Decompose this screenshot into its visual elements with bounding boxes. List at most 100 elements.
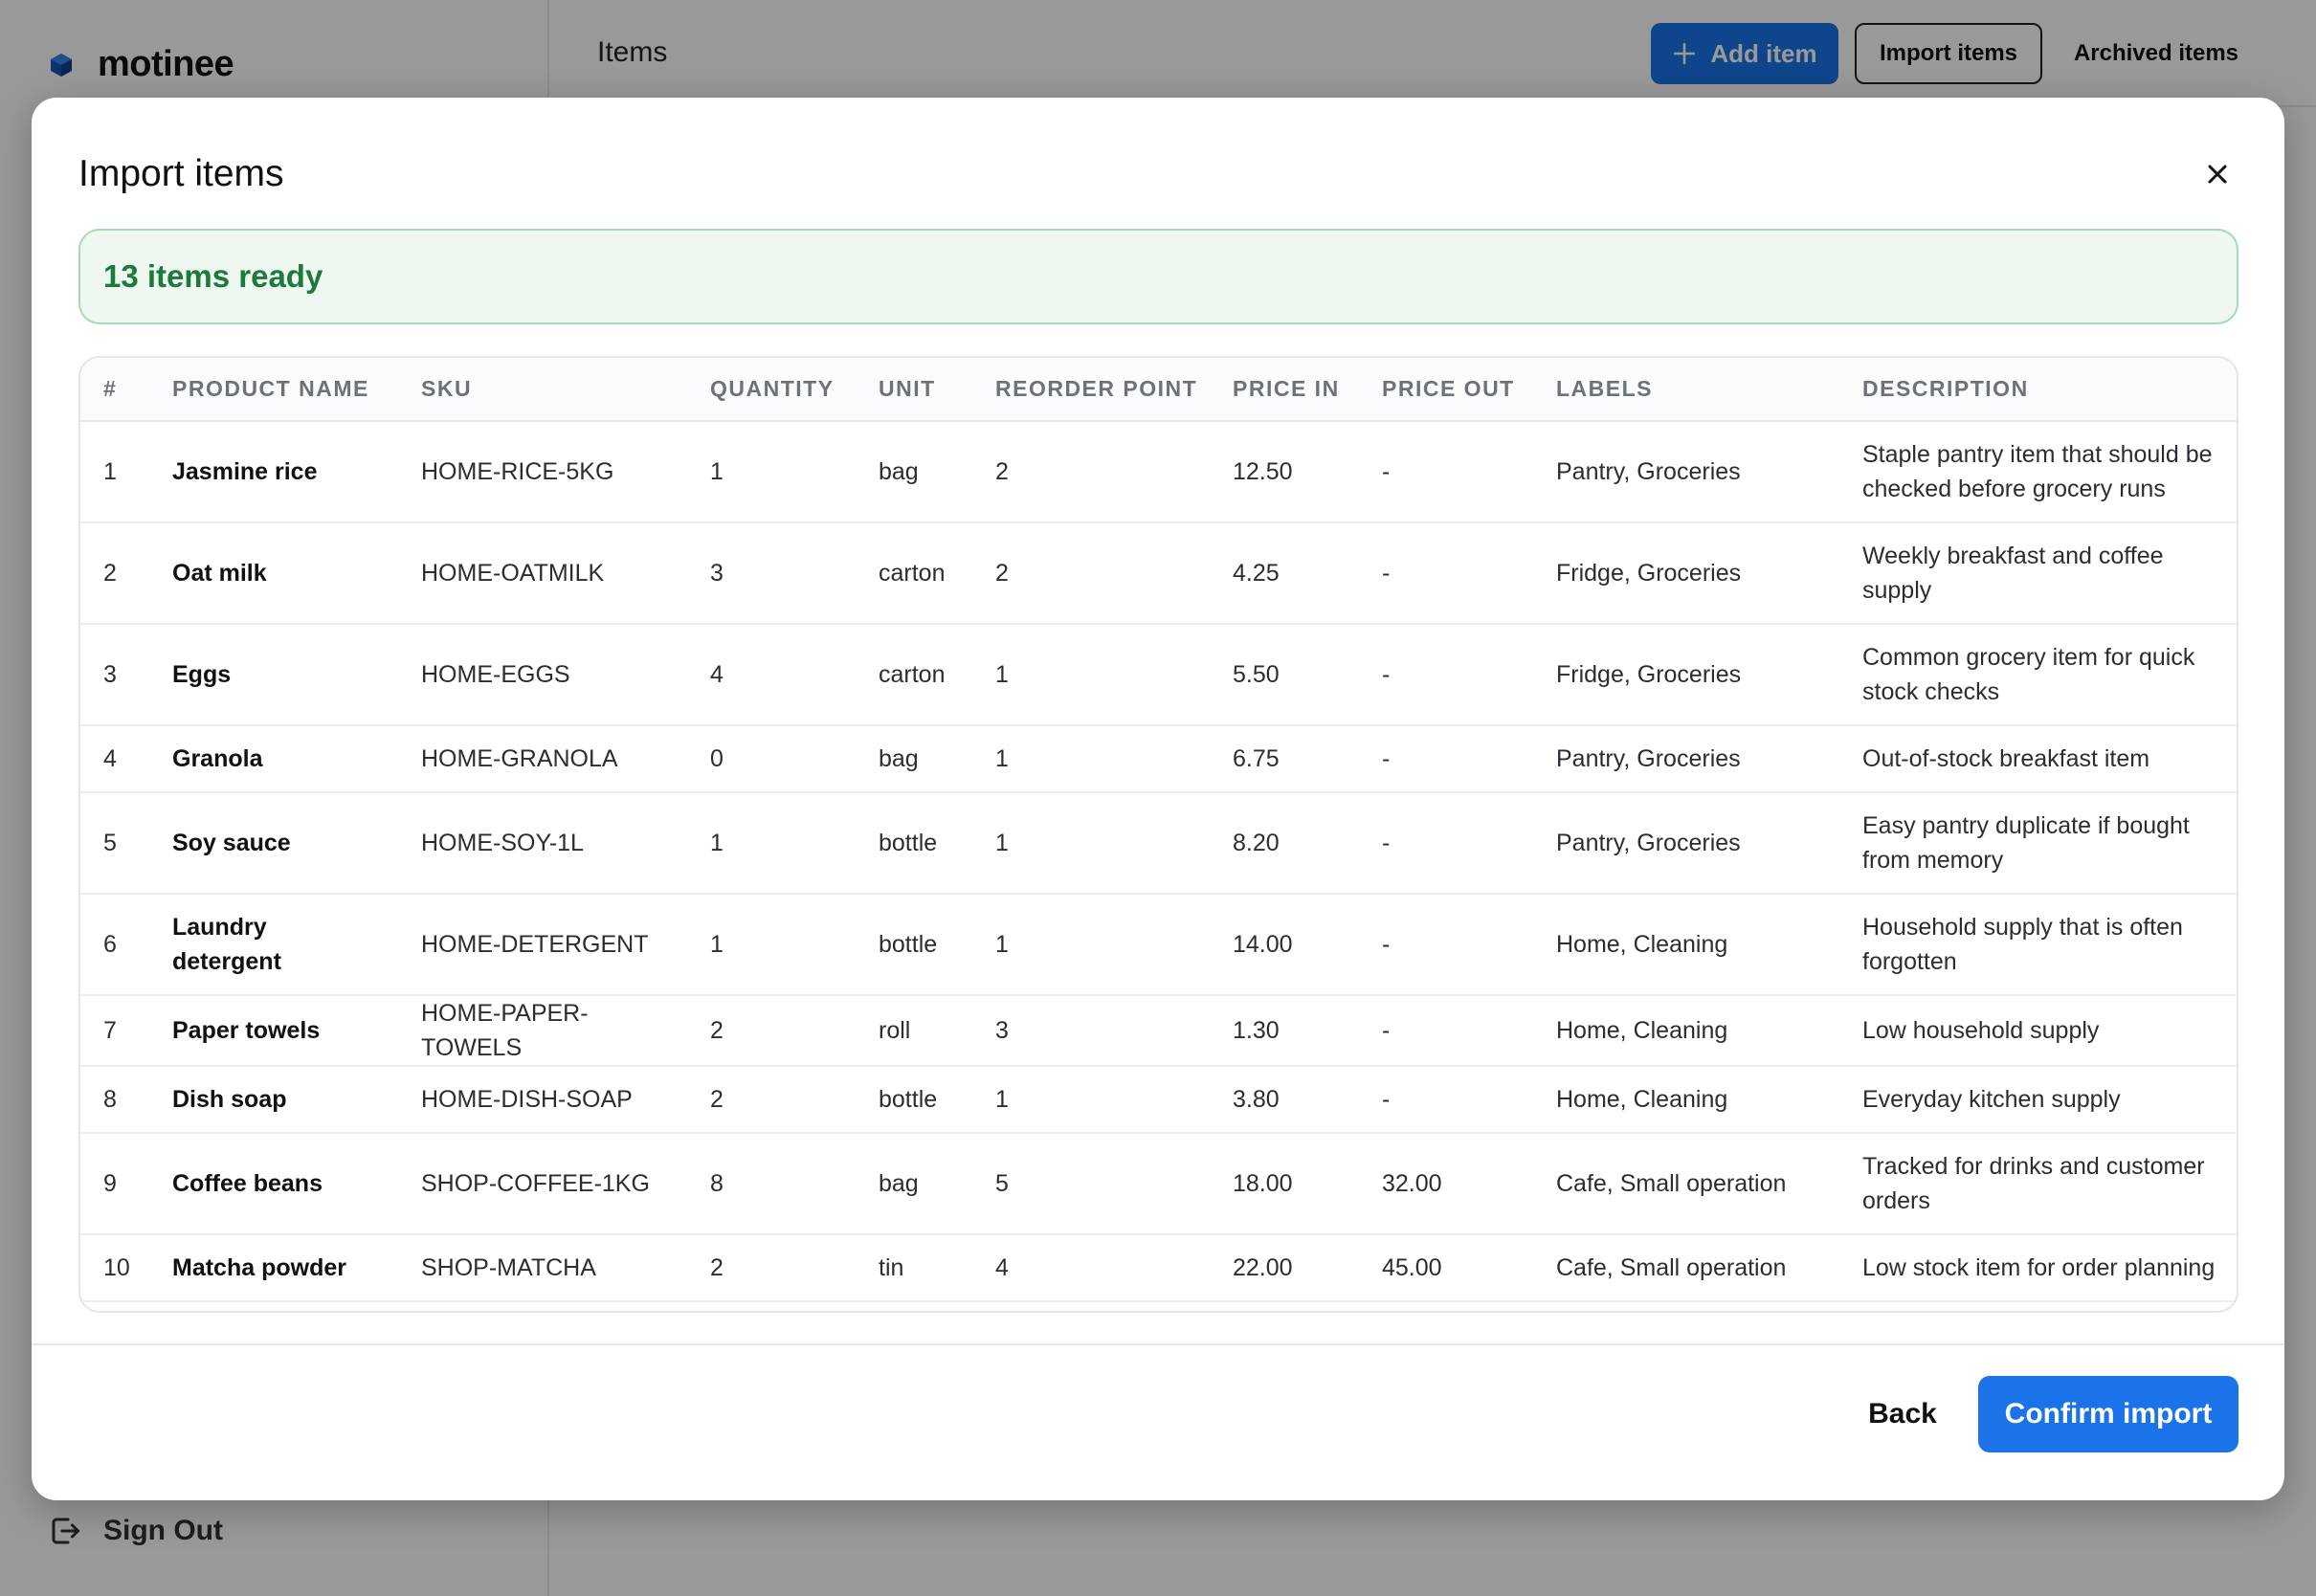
description: Weekly breakfast and coffee supply [1839, 522, 2237, 625]
labels: Pantry, Groceries [1533, 725, 1839, 793]
quantity: 1 [687, 421, 856, 523]
table-row: 6 Laundry detergent HOME-DETERGENT 1 bot… [80, 894, 2237, 996]
confirm-import-button[interactable]: Confirm import [1978, 1376, 2238, 1452]
product-name: Oat milk [149, 522, 398, 625]
row-number: 9 [80, 1133, 149, 1235]
unit: bag [856, 421, 972, 523]
table-row: 3 Eggs HOME-EGGS 4 carton 1 5.50 - Fridg… [80, 624, 2237, 726]
price-out: - [1359, 995, 1533, 1067]
product-name: Laundry detergent [149, 894, 398, 996]
price-in: 22.00 [1210, 1234, 1359, 1302]
sign-out-icon [52, 1518, 79, 1544]
table-row: 2 Oat milk HOME-OATMILK 3 carton 2 4.25 … [80, 522, 2237, 625]
table-row: 5 Soy sauce HOME-SOY-1L 1 bottle 1 8.20 … [80, 792, 2237, 895]
close-icon [2208, 165, 2227, 184]
description: Low household supply [1839, 995, 2237, 1067]
price-out: - [1359, 894, 1533, 996]
quantity: 2 [687, 1234, 856, 1302]
unit: bottle [856, 894, 972, 996]
product-name: Matcha powder [149, 1234, 398, 1302]
column-header: PRICE IN [1210, 358, 1359, 422]
quantity: 2 [687, 1066, 856, 1134]
sku: HOME-RICE-5KG [398, 421, 687, 523]
price-out: - [1359, 522, 1533, 625]
add-item-label: Add item [1710, 38, 1817, 68]
table-row: 9 Coffee beans SHOP-COFFEE-1KG 8 bag 5 1… [80, 1133, 2237, 1235]
row-number: 10 [80, 1234, 149, 1302]
sku: SHOP-MATCHA [398, 1234, 687, 1302]
column-header: PRODUCT NAME [149, 358, 398, 422]
unit: tin [856, 1234, 972, 1302]
column-header: SKU [398, 358, 687, 422]
quantity: 4 [687, 624, 856, 726]
brand[interactable]: motinee [50, 44, 234, 85]
back-button[interactable]: Back [1843, 1376, 1962, 1452]
archived-items-button[interactable]: Archived items [2056, 23, 2257, 84]
price-in: 18.00 [1210, 1133, 1359, 1235]
add-item-button[interactable]: Add item [1651, 23, 1838, 84]
product-name: Jasmine rice [149, 421, 398, 523]
unit: carton [856, 624, 972, 726]
sku: HOME-DETERGENT [398, 894, 687, 996]
sku: HOME-OATMILK [398, 522, 687, 625]
description: Out-of-stock breakfast item [1839, 725, 2237, 793]
product-name: Paper towels [149, 995, 398, 1067]
table-row: 10 Matcha powder SHOP-MATCHA 2 tin 4 22.… [80, 1234, 2237, 1302]
labels: Home, Cleaning [1533, 995, 1839, 1067]
topbar: Items Add item Import items Archived ite… [549, 0, 2316, 107]
reorder-point: 3 [972, 995, 1210, 1067]
price-out: - [1359, 792, 1533, 895]
row-number: 3 [80, 624, 149, 726]
quantity: 0 [687, 725, 856, 793]
unit: bag [856, 725, 972, 793]
modal-title: Import items [78, 153, 284, 194]
labels: Fridge, Groceries [1533, 522, 1839, 625]
product-name: Coffee beans [149, 1133, 398, 1235]
sku: HOME-DISH-SOAP [398, 1066, 687, 1134]
reorder-point: 1 [972, 624, 1210, 726]
brand-name: motinee [98, 44, 234, 84]
description: Easy pantry duplicate if bought from mem… [1839, 792, 2237, 895]
price-in: 8.20 [1210, 792, 1359, 895]
sign-out-label: Sign Out [103, 1515, 223, 1546]
price-in: 14.00 [1210, 894, 1359, 996]
row-number: 7 [80, 995, 149, 1067]
status-text: 13 items ready [103, 258, 323, 294]
product-name: Granola [149, 725, 398, 793]
sign-out-button[interactable]: Sign Out [48, 1514, 223, 1548]
labels: Home, Cleaning [1533, 1066, 1839, 1134]
price-in: 3.80 [1210, 1066, 1359, 1134]
description: Common grocery item for quick stock chec… [1839, 624, 2237, 726]
column-header: UNIT [856, 358, 972, 422]
price-in: 4.25 [1210, 522, 1359, 625]
labels: Pantry, Groceries [1533, 792, 1839, 895]
description: Low stock item for order planning [1839, 1234, 2237, 1302]
product-name: Eggs [149, 624, 398, 726]
table-row: 1 Jasmine rice HOME-RICE-5KG 1 bag 2 12.… [80, 421, 2237, 523]
status-banner: 13 items ready [78, 229, 2238, 324]
reorder-point: 1 [972, 725, 1210, 793]
import-items-button[interactable]: Import items [1855, 23, 2042, 84]
labels: Pantry, Groceries [1533, 421, 1839, 523]
unit: bottle [856, 1066, 972, 1134]
row-number: 2 [80, 522, 149, 625]
sku: HOME-EGGS [398, 624, 687, 726]
table-row: 4 Granola HOME-GRANOLA 0 bag 1 6.75 - Pa… [80, 725, 2237, 793]
quantity: 1 [687, 894, 856, 996]
import-items-modal: Import items 13 items ready # PRODUCT NA… [32, 98, 2284, 1500]
price-out: 32.00 [1359, 1133, 1533, 1235]
unit: bottle [856, 792, 972, 895]
column-header: PRICE OUT [1359, 358, 1533, 422]
product-name: Soy sauce [149, 792, 398, 895]
close-button[interactable] [2198, 155, 2237, 193]
import-preview-table[interactable]: # PRODUCT NAME SKU QUANTITY UNIT REORDER… [78, 356, 2238, 1313]
quantity: 2 [687, 995, 856, 1067]
column-header: # [80, 358, 149, 422]
sku: HOME-SOY-1L [398, 792, 687, 895]
unit: carton [856, 522, 972, 625]
reorder-point: 2 [972, 522, 1210, 625]
row-number: 4 [80, 725, 149, 793]
column-header: QUANTITY [687, 358, 856, 422]
reorder-point: 1 [972, 894, 1210, 996]
description: Tracked for drinks and customer orders [1839, 1133, 2237, 1235]
